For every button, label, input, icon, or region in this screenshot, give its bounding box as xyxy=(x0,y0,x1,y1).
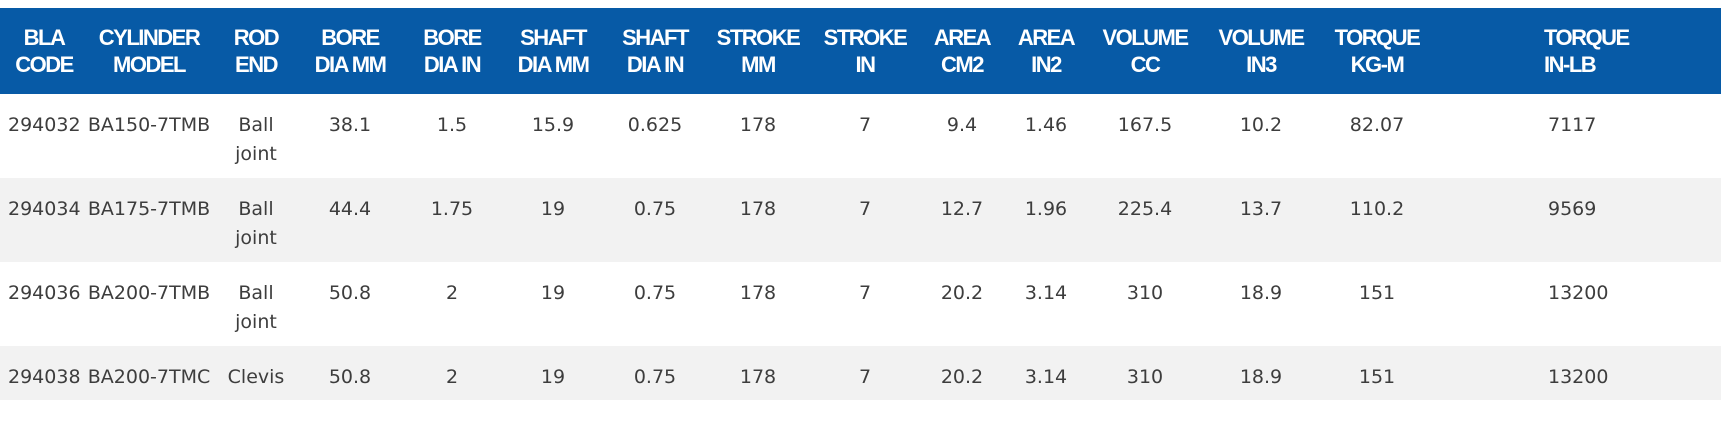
cell-stroke-in: 7 xyxy=(858,366,872,388)
cell-cylinder-model: BA200-7TMC xyxy=(87,366,211,388)
cell-shaft-dia-in: 0.625 xyxy=(627,114,683,136)
cell-bore-dia-mm: 50.8 xyxy=(328,282,372,304)
cell-cylinder-model: BA200-7TMB xyxy=(87,282,211,304)
cell-shaft-dia-in: 0.75 xyxy=(633,366,677,388)
col-header-bla-code: BLA CODE xyxy=(15,25,74,77)
cell-stroke-mm: 178 xyxy=(739,114,777,136)
cell-stroke-mm: 178 xyxy=(739,282,777,304)
cell-area-in2: 3.14 xyxy=(1024,282,1068,304)
cell-area-cm2: 9.4 xyxy=(946,114,978,136)
cell-shaft-dia-mm: 19 xyxy=(540,198,566,220)
col-header-bore-dia-mm: BORE DIA MM xyxy=(314,25,387,77)
col-header-volume-cc: VOLUME CC xyxy=(1102,25,1189,77)
cell-bla-code: 294032 xyxy=(8,114,81,136)
cell-volume-in3: 13.7 xyxy=(1239,198,1283,220)
cell-volume-cc: 310 xyxy=(1126,282,1164,304)
cell-shaft-dia-mm: 19 xyxy=(540,366,566,388)
cell-bore-dia-mm: 50.8 xyxy=(328,366,372,388)
cell-bore-dia-in: 1.75 xyxy=(430,198,474,220)
col-header-stroke-mm: STROKE MM xyxy=(716,25,801,77)
cell-shaft-dia-mm: 19 xyxy=(540,282,566,304)
col-header-area-in2: AREA IN2 xyxy=(1017,25,1076,77)
table-header: BLA CODE CYLINDER MODEL ROD END BORE DIA… xyxy=(0,8,1721,94)
cell-bore-dia-in: 2 xyxy=(445,366,459,388)
col-header-cylinder-model: CYLINDER MODEL xyxy=(98,25,201,77)
col-header-shaft-dia-mm: SHAFT DIA MM xyxy=(517,25,590,77)
col-header-area-cm2: AREA CM2 xyxy=(933,25,992,77)
cell-torque-in-lb: 7117 xyxy=(1548,114,1597,136)
cell-volume-cc: 310 xyxy=(1126,366,1164,388)
cell-volume-in3: 18.9 xyxy=(1239,366,1283,388)
cell-bla-code: 294034 xyxy=(8,198,81,220)
cell-shaft-dia-in: 0.75 xyxy=(633,198,677,220)
cell-cylinder-model: BA150-7TMB xyxy=(87,114,211,136)
cell-volume-in3: 10.2 xyxy=(1239,114,1283,136)
table-row: 294036 BA200-7TMB Ball joint 50.8 2 19 0… xyxy=(0,262,1721,346)
cell-area-cm2: 12.7 xyxy=(940,198,984,220)
table-row: 294032 BA150-7TMB Ball joint 38.1 1.5 15… xyxy=(0,94,1721,178)
cell-cylinder-model: BA175-7TMB xyxy=(87,198,211,220)
col-header-volume-in3: VOLUME IN3 xyxy=(1218,25,1305,77)
cell-volume-cc: 167.5 xyxy=(1117,114,1173,136)
cell-torque-kg-m: 110.2 xyxy=(1349,198,1405,220)
cell-bore-dia-mm: 44.4 xyxy=(328,198,372,220)
cell-rod-end: Ball joint xyxy=(235,282,277,333)
cell-stroke-in: 7 xyxy=(858,114,872,136)
col-header-torque-kg-m: TORQUE KG-M xyxy=(1334,25,1421,77)
cylinder-spec-table: BLA CODE CYLINDER MODEL ROD END BORE DIA… xyxy=(0,8,1721,400)
table-row: 294034 BA175-7TMB Ball joint 44.4 1.75 1… xyxy=(0,178,1721,262)
cell-stroke-mm: 178 xyxy=(739,198,777,220)
cell-area-in2: 1.96 xyxy=(1024,198,1068,220)
table-row: 294038 BA200-7TMC Clevis 50.8 2 19 0.75 … xyxy=(0,346,1721,400)
col-header-stroke-in: STROKE IN xyxy=(823,25,908,77)
cell-rod-end: Clevis xyxy=(227,366,285,388)
cell-torque-in-lb: 9569 xyxy=(1548,198,1597,220)
cell-area-in2: 3.14 xyxy=(1024,366,1068,388)
cell-torque-kg-m: 151 xyxy=(1358,366,1396,388)
cell-stroke-in: 7 xyxy=(858,282,872,304)
cell-rod-end: Ball joint xyxy=(235,114,277,165)
cell-area-cm2: 20.2 xyxy=(940,282,984,304)
cell-shaft-dia-mm: 15.9 xyxy=(531,114,575,136)
cell-volume-cc: 225.4 xyxy=(1117,198,1173,220)
cell-torque-in-lb: 13200 xyxy=(1548,366,1609,388)
cell-area-cm2: 20.2 xyxy=(940,366,984,388)
header-row: BLA CODE CYLINDER MODEL ROD END BORE DIA… xyxy=(0,8,1721,94)
cell-bore-dia-mm: 38.1 xyxy=(328,114,372,136)
col-header-rod-end: ROD END xyxy=(233,25,280,77)
cell-bla-code: 294038 xyxy=(8,366,81,388)
cell-torque-in-lb: 13200 xyxy=(1548,282,1609,304)
cell-torque-kg-m: 82.07 xyxy=(1349,114,1405,136)
cell-torque-kg-m: 151 xyxy=(1358,282,1396,304)
col-header-torque-in-lb: TORQUE IN-LB xyxy=(1544,25,1630,77)
cell-rod-end: Ball joint xyxy=(235,198,277,249)
table-body: 294032 BA150-7TMB Ball joint 38.1 1.5 15… xyxy=(0,94,1721,400)
cell-bore-dia-in: 1.5 xyxy=(436,114,468,136)
cell-bla-code: 294036 xyxy=(8,282,81,304)
cell-stroke-in: 7 xyxy=(858,198,872,220)
col-header-bore-dia-in: BORE DIA IN xyxy=(423,25,482,77)
col-header-shaft-dia-in: SHAFT DIA IN xyxy=(622,25,689,77)
cell-volume-in3: 18.9 xyxy=(1239,282,1283,304)
cell-area-in2: 1.46 xyxy=(1024,114,1068,136)
cell-shaft-dia-in: 0.75 xyxy=(633,282,677,304)
cell-stroke-mm: 178 xyxy=(739,366,777,388)
cell-bore-dia-in: 2 xyxy=(445,282,459,304)
